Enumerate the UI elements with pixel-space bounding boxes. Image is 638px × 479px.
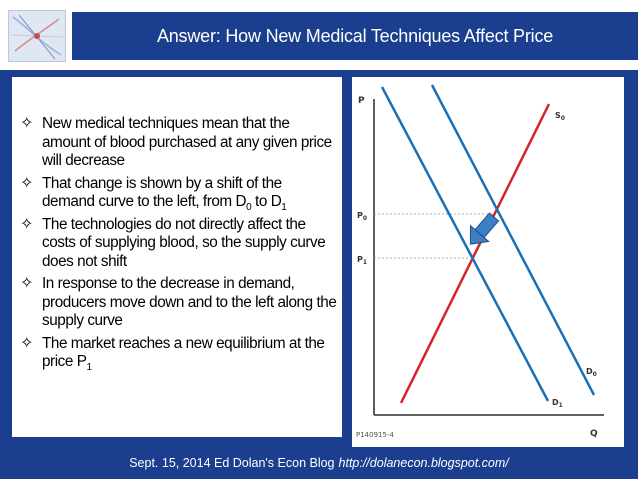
header-bar: Answer: How New Medical Techniques Affec… <box>0 0 638 70</box>
page-title: Answer: How New Medical Techniques Affec… <box>156 25 554 46</box>
supply-demand-chart: P Q P0 P1 S0 D0 D1 P140915-4 <box>356 84 604 439</box>
demand-curve-d1 <box>380 86 550 402</box>
x-axis-label: Q <box>590 429 598 439</box>
bullet-text: New medical techniques mean that the amo… <box>42 115 332 169</box>
star-bullet-icon: ✧ <box>20 174 33 192</box>
footer: Sept. 15, 2014 Ed Dolan's Econ Blog http… <box>0 447 638 479</box>
bullet-panel: ✧ New medical techniques mean that the a… <box>12 77 342 437</box>
p0-tick-label: P0 <box>357 211 367 222</box>
chart-panel: P Q P0 P1 S0 D0 D1 P140915-4 <box>352 77 624 447</box>
bullet-item: ✧ In response to the decrease in demand,… <box>20 275 338 331</box>
star-bullet-icon: ✧ <box>20 215 33 233</box>
footer-credit: Sept. 15, 2014 Ed Dolan's Econ Blog <box>129 456 335 470</box>
p1-tick-label: P1 <box>357 255 367 266</box>
bullet-text: In response to the decrease in demand, p… <box>42 275 337 329</box>
demand-curve-d0 <box>430 84 596 396</box>
supply-curve-s0 <box>399 103 551 404</box>
bullet-item: ✧ That change is shown by a shift of the… <box>20 174 338 214</box>
s0-label: S0 <box>555 111 565 122</box>
bullet-text: That change is shown by a shift of the d… <box>42 174 287 214</box>
star-bullet-icon: ✧ <box>20 115 33 132</box>
figure-id: P140915-4 <box>356 431 394 439</box>
bullet-item: ✧ The market reaches a new equilibrium a… <box>20 334 338 374</box>
title-banner: Answer: How New Medical Techniques Affec… <box>72 12 638 60</box>
bullet-item: ✧ New medical techniques mean that the a… <box>20 115 338 171</box>
star-bullet-icon: ✧ <box>20 334 33 352</box>
d1-label: D1 <box>552 398 563 409</box>
footer-link[interactable]: http://dolanecon.blogspot.com/ <box>338 456 509 470</box>
shift-arrow <box>469 212 500 245</box>
logo-image <box>8 10 66 62</box>
d0-label: D0 <box>586 367 597 378</box>
bullet-item: ✧ The technologies do not directly affec… <box>20 216 338 272</box>
bullet-text: The technologies do not directly affect … <box>42 215 326 270</box>
bullet-list: ✧ New medical techniques mean that the a… <box>20 115 338 376</box>
star-bullet-icon: ✧ <box>20 275 33 292</box>
bullet-text: The market reaches a new equilibrium at … <box>42 334 325 374</box>
y-axis-label: P <box>358 96 365 106</box>
